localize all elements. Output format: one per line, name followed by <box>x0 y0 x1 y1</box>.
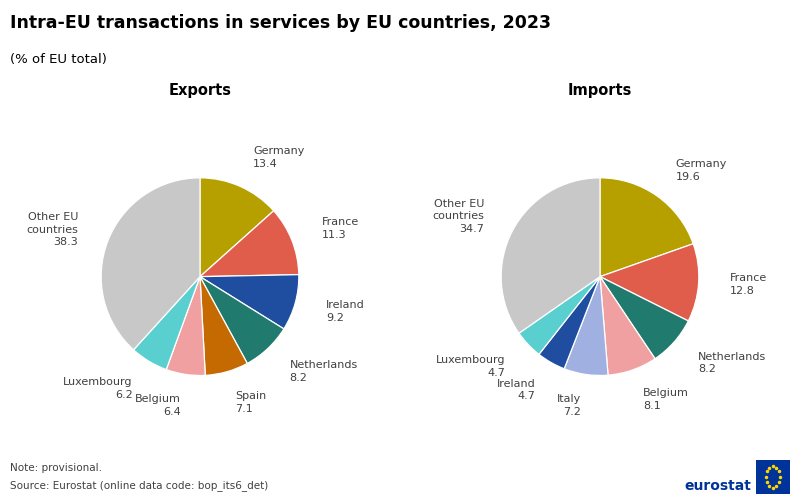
Text: Netherlands
8.2: Netherlands 8.2 <box>698 352 766 374</box>
Text: Belgium
8.1: Belgium 8.1 <box>643 388 689 411</box>
Wedge shape <box>200 178 274 277</box>
Text: Ireland
9.2: Ireland 9.2 <box>326 300 365 322</box>
Text: Germany
13.4: Germany 13.4 <box>254 146 305 169</box>
Text: Ireland
4.7: Ireland 4.7 <box>497 379 535 401</box>
Wedge shape <box>200 277 247 375</box>
Wedge shape <box>200 277 284 364</box>
Wedge shape <box>134 277 200 370</box>
Text: Luxembourg
4.7: Luxembourg 4.7 <box>436 355 505 378</box>
Text: Source: Eurostat (online data code: bop_its6_det): Source: Eurostat (online data code: bop_… <box>10 480 269 491</box>
Text: France
12.8: France 12.8 <box>730 274 767 296</box>
Text: Other EU
countries
38.3: Other EU countries 38.3 <box>26 212 78 247</box>
Text: Italy
7.2: Italy 7.2 <box>557 394 582 417</box>
Text: eurostat: eurostat <box>684 479 751 493</box>
Text: Spain
7.1: Spain 7.1 <box>235 391 267 413</box>
Wedge shape <box>200 211 299 277</box>
Wedge shape <box>166 277 206 375</box>
Wedge shape <box>600 244 699 321</box>
Wedge shape <box>200 275 299 329</box>
Text: Other EU
countries
34.7: Other EU countries 34.7 <box>433 199 484 234</box>
Text: (% of EU total): (% of EU total) <box>10 53 107 66</box>
Wedge shape <box>600 277 688 359</box>
Wedge shape <box>519 277 600 354</box>
Wedge shape <box>539 277 600 369</box>
Text: Germany
19.6: Germany 19.6 <box>675 159 726 182</box>
Wedge shape <box>600 277 655 375</box>
Text: Luxembourg
6.2: Luxembourg 6.2 <box>63 377 133 400</box>
Text: Belgium
6.4: Belgium 6.4 <box>135 394 181 417</box>
Wedge shape <box>501 178 600 333</box>
Wedge shape <box>101 178 200 350</box>
Text: Intra-EU transactions in services by EU countries, 2023: Intra-EU transactions in services by EU … <box>10 14 551 32</box>
Text: Note: provisional.: Note: provisional. <box>10 463 102 473</box>
Wedge shape <box>600 178 693 277</box>
Text: France
11.3: France 11.3 <box>322 217 358 240</box>
Text: Netherlands
8.2: Netherlands 8.2 <box>290 360 358 383</box>
Wedge shape <box>564 277 608 375</box>
Title: Exports: Exports <box>169 83 231 98</box>
Title: Imports: Imports <box>568 83 632 98</box>
